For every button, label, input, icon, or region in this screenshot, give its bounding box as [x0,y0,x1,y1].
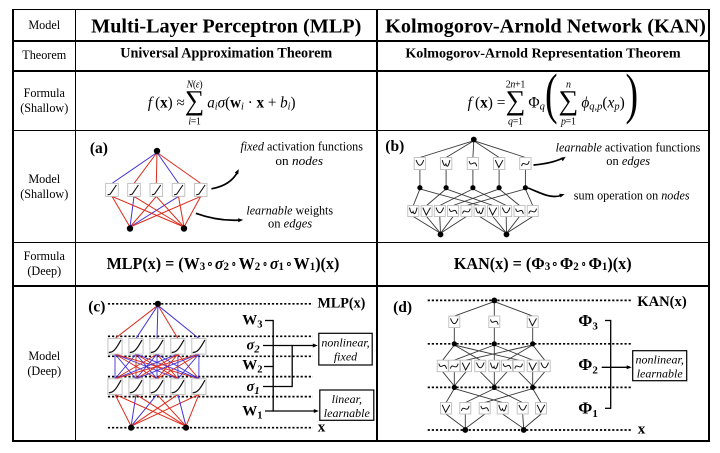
svg-text:x: x [317,420,325,436]
svg-text:(d): (d) [393,299,412,316]
svg-text:Φ1: Φ1 [578,399,598,420]
svg-text:learnable activation functions: learnable activation functions [556,140,701,154]
svg-text:W1: W1 [242,404,262,422]
svg-text:Φ3: Φ3 [578,311,598,332]
svg-text:on nodes: on nodes [275,153,323,167]
svg-text:MLP(x): MLP(x) [317,296,365,312]
svg-text:σ1: σ1 [246,379,259,397]
svg-text:Φ2: Φ2 [578,355,598,376]
svg-text:nonlinear,: nonlinear, [321,336,369,350]
svg-text:linear,: linear, [331,392,361,406]
svg-text:sum operation on nodes: sum operation on nodes [574,188,690,202]
svg-text:W2: W2 [242,358,262,376]
svg-text:(c): (c) [88,299,105,316]
svg-text:x: x [638,422,646,438]
svg-text:(a): (a) [89,140,107,157]
svg-text:learnable: learnable [637,367,684,381]
svg-text:σ2: σ2 [246,338,260,356]
svg-text:KAN(x): KAN(x) [637,294,687,310]
svg-text:nonlinear,: nonlinear, [636,353,684,367]
svg-text:on edges: on edges [268,216,312,230]
svg-text:learnable: learnable [323,406,370,420]
svg-text:fixed: fixed [333,350,357,364]
svg-text:W3: W3 [242,313,262,331]
svg-text:learnable weights: learnable weights [246,203,333,217]
svg-text:(b): (b) [385,138,404,155]
svg-text:fixed activation functions: fixed activation functions [240,139,363,153]
svg-text:on edges: on edges [606,154,650,168]
